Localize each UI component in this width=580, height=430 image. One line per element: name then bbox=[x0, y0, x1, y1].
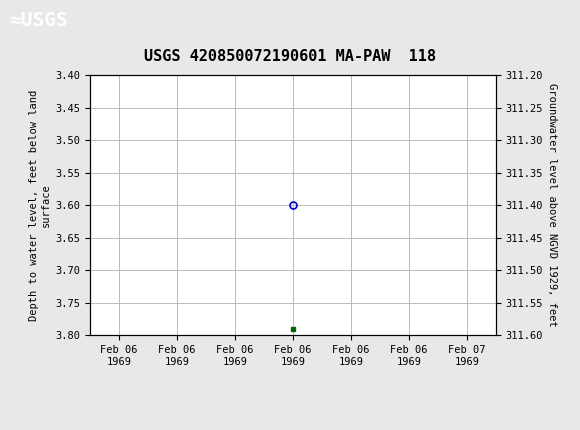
Text: ≈USGS: ≈USGS bbox=[9, 11, 67, 30]
Y-axis label: Depth to water level, feet below land
surface: Depth to water level, feet below land su… bbox=[30, 90, 51, 321]
Y-axis label: Groundwater level above NGVD 1929, feet: Groundwater level above NGVD 1929, feet bbox=[548, 83, 557, 327]
Text: USGS 420850072190601 MA-PAW  118: USGS 420850072190601 MA-PAW 118 bbox=[144, 49, 436, 64]
